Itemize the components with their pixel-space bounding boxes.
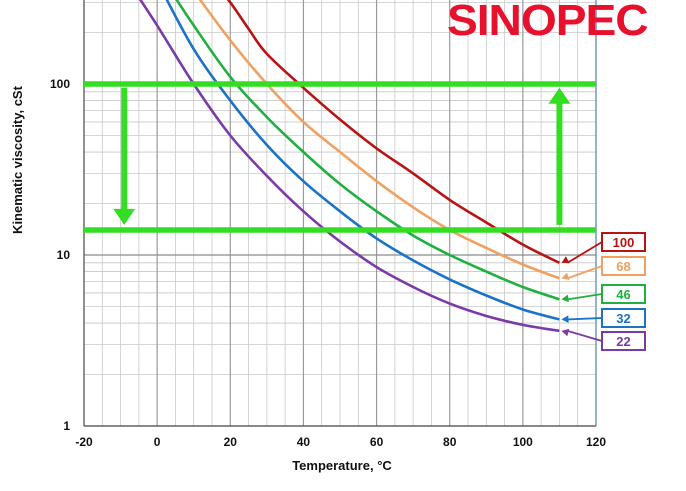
series-line-46 [175, 0, 560, 301]
legend-box-100 [601, 232, 646, 252]
y-tick-label: 100 [50, 77, 70, 91]
x-tick-label: 100 [513, 435, 533, 449]
legend-label-68: 68 [616, 259, 630, 274]
legend-pointer-head-46 [561, 294, 569, 303]
legend-box-32 [601, 308, 646, 328]
annotation-arrows [113, 87, 571, 225]
x-tick-label: 120 [586, 435, 606, 449]
x-tick-label: 60 [370, 435, 384, 449]
minor-grid [84, 0, 596, 426]
x-tick-label: 20 [224, 435, 238, 449]
x-axis-label: Temperature, °C [292, 458, 392, 473]
legend-pointer-32 [567, 317, 603, 321]
x-tick-label: 0 [154, 435, 161, 449]
sinopec-logo: SINOPEC [447, 0, 649, 45]
legend-pointer-head-100 [561, 256, 570, 264]
legend-tag-22: 22 [561, 328, 646, 351]
legend-tag-100: 100 [561, 232, 646, 264]
legend-tag-46: 46 [561, 284, 646, 304]
x-tick-label: 40 [297, 435, 311, 449]
legend-pointer-22 [567, 330, 603, 342]
x-tick-label: 80 [443, 435, 457, 449]
legend-pointer-head-22 [561, 328, 570, 337]
legend-tag-68: 68 [561, 256, 646, 280]
legend-box-46 [601, 284, 646, 304]
reference-lines [84, 81, 596, 233]
legend-pointer-68 [567, 265, 603, 280]
y-tick-label: 10 [57, 248, 71, 262]
legend-box-68 [601, 256, 646, 276]
annotation-arrow-up [548, 87, 571, 225]
legend-pointer-46 [567, 293, 603, 301]
y-tick-label: 1 [63, 419, 70, 433]
legend-label-22: 22 [616, 334, 630, 349]
y-axis-label: Kinematic viscosity, cSt [10, 85, 25, 234]
x-tick-label: -20 [75, 435, 93, 449]
annotation-arrow-down [113, 87, 136, 225]
legend-box-22 [601, 331, 646, 351]
legend-label-32: 32 [616, 311, 630, 326]
series-line-32 [165, 0, 560, 321]
legend-label-100: 100 [613, 235, 635, 250]
legend-label-46: 46 [616, 287, 630, 302]
legend-pointer-head-68 [561, 272, 570, 280]
legend-pointer-head-32 [561, 315, 569, 324]
series-line-68 [198, 0, 560, 280]
legend-tag-32: 32 [561, 308, 646, 328]
series-line-100 [226, 0, 560, 264]
legend-tags: 100 68 46 32 22 [561, 232, 646, 351]
legend-pointer-100 [566, 241, 603, 264]
